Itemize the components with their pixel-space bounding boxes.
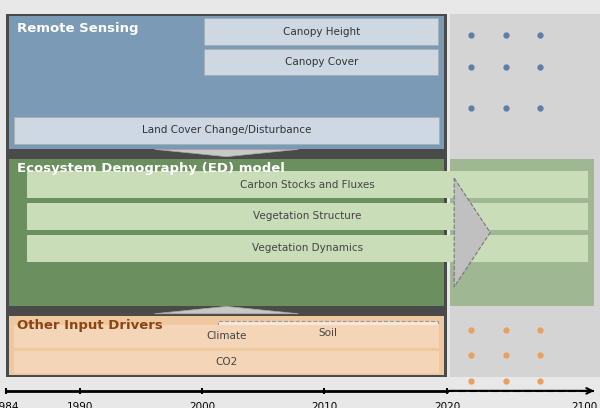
Text: Remote Sensing: Remote Sensing	[17, 22, 139, 35]
Bar	[27, 235, 588, 262]
Text: Canopy Height: Canopy Height	[283, 27, 360, 37]
Bar	[205, 49, 438, 75]
Bar	[27, 203, 588, 230]
Text: Carbon Stocks and Fluxes: Carbon Stocks and Fluxes	[240, 180, 375, 190]
Bar	[205, 18, 438, 45]
Text: Other Input Drivers: Other Input Drivers	[17, 319, 163, 332]
Bar	[9, 159, 444, 306]
Text: Climate: Climate	[206, 331, 247, 341]
Text: CO2: CO2	[215, 357, 238, 367]
Bar	[14, 351, 439, 373]
Bar	[9, 16, 444, 149]
Polygon shape	[155, 306, 299, 314]
Text: 1984: 1984	[0, 402, 19, 408]
Bar	[6, 14, 447, 377]
Text: Land Cover Change/Disturbance: Land Cover Change/Disturbance	[142, 125, 311, 135]
Text: 2020: 2020	[434, 402, 460, 408]
Text: 2000: 2000	[189, 402, 215, 408]
Bar	[450, 14, 600, 377]
Bar	[27, 171, 588, 198]
Bar	[14, 117, 439, 144]
Polygon shape	[155, 149, 299, 157]
Bar	[9, 316, 444, 375]
Text: 2100: 2100	[571, 402, 597, 408]
Text: Soil: Soil	[319, 328, 337, 338]
Text: 1990: 1990	[67, 402, 92, 408]
Text: Vegetation Structure: Vegetation Structure	[253, 211, 362, 222]
Text: 2010: 2010	[311, 402, 338, 408]
Text: . . .: . . .	[217, 286, 236, 299]
Bar	[218, 321, 438, 345]
Bar	[14, 325, 439, 348]
Bar	[450, 159, 594, 306]
Text: Canopy Cover: Canopy Cover	[284, 57, 358, 67]
Text: Vegetation Dynamics: Vegetation Dynamics	[252, 243, 363, 253]
Text: Ecosystem Demography (ED) model: Ecosystem Demography (ED) model	[17, 162, 284, 175]
Polygon shape	[454, 178, 490, 287]
